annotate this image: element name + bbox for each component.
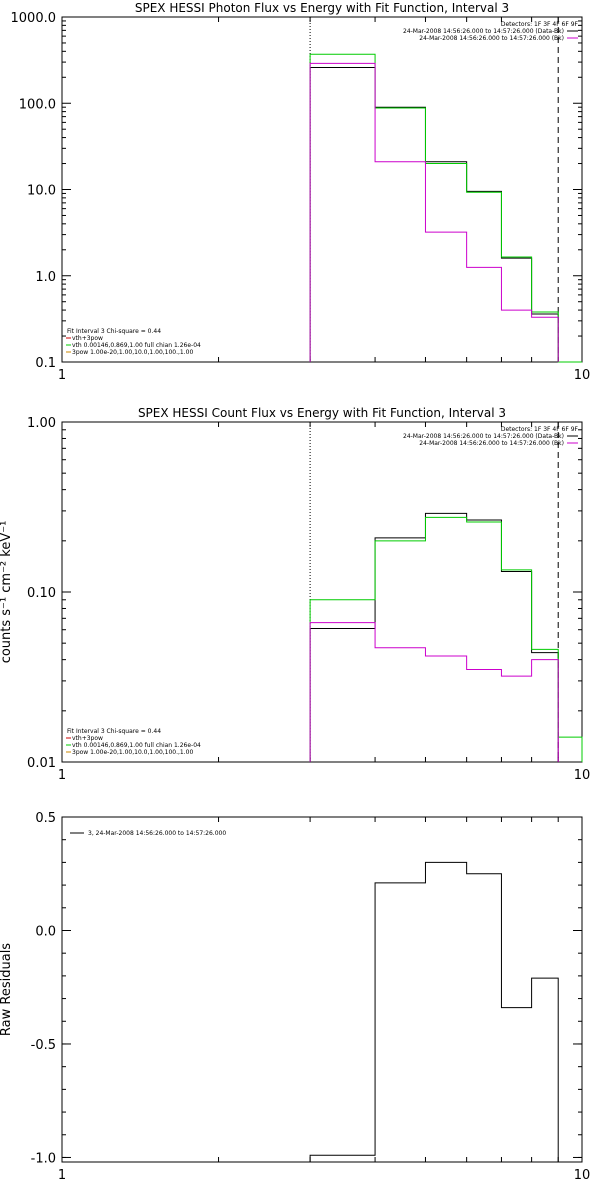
y-tick-label: 10.0 — [27, 184, 56, 199]
y-tick-label: 0.10 — [27, 586, 56, 601]
y-tick-label: 100.0 — [19, 97, 56, 112]
series-vth-3pow-step — [309, 53, 582, 363]
y-tick-label: 0.01 — [27, 756, 56, 771]
series-3-24-mar-2008-14-56-26-000-to-14-57-26-000-step — [309, 861, 582, 1163]
fit-legend-entry: vth 0.00146,0.869,1.00 full chian 1.26e-… — [72, 342, 201, 349]
fit-legend-entry: 3pow 1.00e-20,1.00,10.0,1.00,100.,1.00 — [72, 749, 193, 756]
info-line: 24-Mar-2008 14:56:26.000 to 14:57:26.000… — [403, 433, 564, 440]
info-line: 24-Mar-2008 14:56:26.000 to 14:57:26.000… — [419, 440, 564, 447]
y-tick-label: -0.5 — [31, 1038, 56, 1053]
chart-panel-1: SPEX HESSI Photon Flux vs Energy with Fi… — [11, 1, 591, 383]
series-data-bk-step — [309, 512, 559, 762]
plot-frame — [61, 816, 583, 1163]
residual-legend-entry: 3, 24-Mar-2008 14:56:26.000 to 14:57:26.… — [88, 830, 226, 837]
y-axis-label: counts s⁻¹ cm⁻² keV⁻¹ — [0, 521, 14, 664]
x-tick-label: 1 — [58, 1168, 66, 1183]
fit-legend-entry: vth+3pow — [72, 735, 103, 742]
info-line: 24-Mar-2008 14:56:26.000 to 14:57:26.000… — [403, 28, 564, 35]
chart-panel-3: Raw Residuals -1.0 -0.5 0.0 0.5 1 10 3, 24-Mar-… — [0, 811, 590, 1183]
fit-legend-entry: 3pow 1.00e-20,1.00,10.0,1.00,100.,1.00 — [72, 349, 193, 356]
series-data-bk-step — [309, 66, 559, 362]
y-tick-label: 1.0 — [35, 270, 56, 285]
series-bk-step — [309, 62, 559, 362]
y-tick-label: 1000.0 — [11, 11, 57, 26]
x-tick-label: 1 — [58, 768, 66, 783]
x-tick-label: 1 — [58, 368, 66, 383]
chart-title: SPEX HESSI Count Flux vs Energy with Fit… — [138, 406, 506, 420]
x-tick-label: 10 — [574, 1168, 591, 1183]
y-tick-label: 0.1 — [35, 356, 56, 371]
y-axis-label: Raw Residuals — [0, 943, 14, 1036]
y-tick-label: -1.0 — [31, 1151, 56, 1166]
x-tick-label: 10 — [574, 768, 591, 783]
series-vth-3pow-step — [309, 516, 583, 762]
series-bk-step — [309, 622, 559, 762]
info-line: 24-Mar-2008 14:56:26.000 to 14:57:26.000… — [419, 35, 564, 42]
plot-frame — [61, 421, 583, 763]
info-line: Detectors: 1F 3F 4F 6F 9F — [501, 426, 579, 433]
fit-legend-entry: Fit Interval 3 Chi-square = 0.44 — [67, 728, 161, 735]
info-line: Detectors: 1F 3F 4F 6F 9F — [501, 21, 579, 28]
fit-legend-entry: Fit Interval 3 Chi-square = 0.44 — [67, 328, 161, 335]
chart-panel-2: SPEX HESSI Count Flux vs Energy with Fit… — [0, 406, 590, 783]
chart-title: SPEX HESSI Photon Flux vs Energy with Fi… — [135, 1, 509, 15]
x-tick-label: 10 — [574, 368, 591, 383]
y-tick-label: 0.0 — [35, 924, 56, 939]
fit-legend-entry: vth+3pow — [72, 335, 103, 342]
y-tick-label: 1.00 — [27, 416, 56, 431]
y-tick-label: 0.5 — [35, 811, 56, 826]
fit-legend-entry: vth 0.00146,0.869,1.00 full chian 1.26e-… — [72, 742, 201, 749]
